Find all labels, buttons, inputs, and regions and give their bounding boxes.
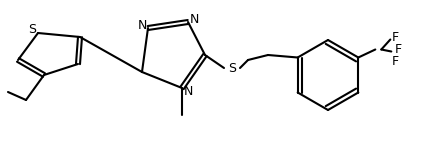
Text: F: F	[395, 43, 402, 56]
Text: N: N	[189, 12, 198, 26]
Text: S: S	[28, 22, 36, 36]
Text: N: N	[183, 84, 193, 98]
Text: N: N	[137, 18, 147, 32]
Text: S: S	[228, 61, 236, 75]
Text: F: F	[392, 55, 399, 68]
Text: F: F	[392, 31, 399, 44]
